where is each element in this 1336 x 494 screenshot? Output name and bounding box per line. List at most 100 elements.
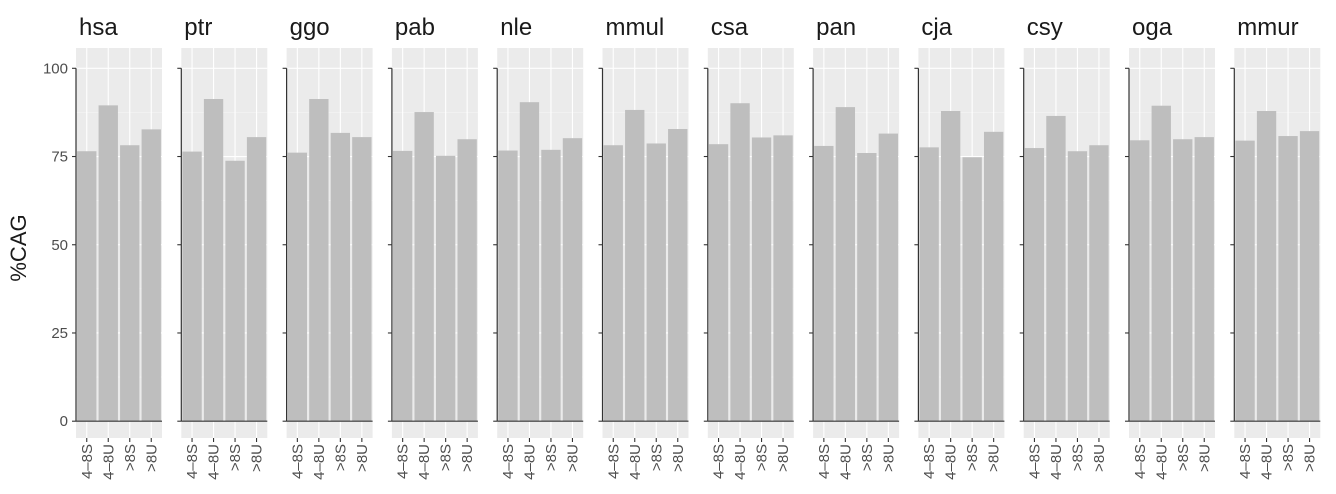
bar-ggo-3 — [352, 137, 372, 422]
x-tick-label: 4–8U — [1048, 444, 1065, 480]
bar-nle-2 — [541, 149, 561, 422]
x-tick-label: 4–8S — [184, 444, 201, 479]
bar-mmul-0 — [603, 145, 623, 422]
x-tick-label: 4–8S — [395, 444, 412, 479]
x-tick-label: 4–8S — [816, 444, 833, 479]
bar-nle-3 — [562, 138, 583, 422]
x-tick-label: >8U — [249, 444, 266, 472]
facet-panel-pan: 4–8S 4–8U >8S >8U pan — [809, 14, 900, 480]
bar-mmur-0 — [1235, 140, 1255, 422]
x-tick-label: 4–8S — [1026, 444, 1043, 479]
bar-oga-0 — [1130, 140, 1150, 422]
panel-title: cja — [921, 14, 952, 41]
x-tick-label: >8U — [1302, 444, 1319, 472]
bar-mmur-1 — [1256, 111, 1277, 422]
x-tick-label: 4–8U — [416, 444, 433, 480]
x-tick-label: >8S — [1069, 444, 1086, 471]
x-tick-label: 4–8S — [1237, 444, 1254, 479]
bar-oga-3 — [1194, 137, 1214, 422]
bar-csa-3 — [773, 135, 793, 422]
x-tick-label: 4–8U — [627, 444, 644, 480]
bar-csy-1 — [1046, 115, 1066, 422]
x-tick-label: >8S — [543, 444, 560, 471]
x-tick-label: >8U — [775, 444, 792, 472]
bar-cja-3 — [983, 131, 1004, 422]
bar-hsa-1 — [98, 105, 118, 422]
bar-ptr-3 — [246, 137, 267, 422]
x-tick-label: >8S — [332, 444, 349, 471]
facet-panel-pab: 4–8S 4–8U >8S >8U pab — [387, 14, 478, 480]
x-tick-label: 4–8U — [311, 444, 328, 480]
y-axis-label: %CAG — [6, 214, 31, 281]
bar-hsa-2 — [120, 145, 140, 422]
x-tick-label: >8U — [564, 444, 581, 472]
panel-title: pan — [816, 14, 856, 41]
x-tick-label: >8S — [438, 444, 455, 471]
x-tick-label: >8S — [964, 444, 981, 471]
panel-title: oga — [1132, 14, 1173, 41]
panel-title: hsa — [79, 14, 118, 41]
x-tick-label: >8S — [1280, 444, 1297, 471]
bar-cja-0 — [919, 147, 939, 422]
panel-title: mmur — [1237, 14, 1298, 41]
bar-cja-2 — [962, 157, 982, 422]
bar-csy-2 — [1067, 151, 1088, 422]
x-tick-label: >8U — [986, 444, 1003, 472]
x-tick-label: 4–8S — [1132, 444, 1149, 479]
x-tick-label: >8U — [1196, 444, 1213, 472]
x-tick-label: 4–8S — [605, 444, 622, 479]
y-tick-label: 25 — [51, 325, 68, 342]
x-tick-label: >8S — [648, 444, 665, 471]
bar-pab-1 — [414, 112, 434, 422]
x-tick-label: 4–8U — [100, 444, 117, 480]
x-tick-label: 4–8U — [837, 444, 854, 480]
x-tick-label: >8U — [1091, 444, 1108, 472]
facet-panel-hsa: 0 25 50 75 100 4–8S 4–8U >8S >8U hsa — [43, 14, 162, 480]
bar-mmur-2 — [1278, 136, 1298, 422]
bar-pab-0 — [392, 150, 413, 422]
y-tick-label: 75 — [51, 149, 68, 166]
x-tick-label: 4–8S — [289, 444, 306, 479]
bar-ptr-1 — [203, 99, 224, 422]
facet-panel-mmur: 4–8S 4–8U >8S >8U mmur — [1230, 14, 1321, 480]
panel-title: csy — [1027, 14, 1063, 41]
panel-title: ptr — [184, 14, 212, 41]
facet-panel-csy: 4–8S 4–8U >8S >8U csy — [1019, 14, 1110, 480]
x-tick-label: >8U — [354, 444, 371, 472]
bar-pab-2 — [435, 155, 456, 422]
bar-ggo-0 — [287, 152, 308, 422]
x-tick-label: >8S — [122, 444, 139, 471]
panel-title: csa — [711, 14, 749, 41]
bar-csa-1 — [730, 103, 750, 422]
bar-mmul-1 — [625, 109, 645, 422]
bar-mmul-3 — [668, 128, 688, 422]
panel-title: nle — [500, 14, 532, 41]
facet-panel-nle: 4–8S 4–8U >8S >8U nle — [493, 14, 584, 480]
facet-panel-mmul: 4–8S 4–8U >8S >8U mmul — [598, 14, 689, 480]
x-tick-label: >8U — [880, 444, 897, 472]
x-tick-label: >8S — [859, 444, 876, 471]
x-tick-label: >8S — [1175, 444, 1192, 471]
x-tick-label: 4–8U — [521, 444, 538, 480]
bar-hsa-0 — [77, 151, 97, 422]
facet-panel-cja: 4–8S 4–8U >8S >8U cja — [914, 14, 1005, 480]
bar-csa-2 — [751, 137, 772, 422]
bar-pan-0 — [814, 145, 834, 422]
x-tick-label: 4–8S — [711, 444, 728, 479]
facet-panel-oga: 4–8S 4–8U >8S >8U oga — [1125, 14, 1215, 480]
bar-oga-1 — [1151, 105, 1171, 422]
x-tick-label: 4–8U — [943, 444, 960, 480]
bar-csy-0 — [1024, 148, 1045, 422]
bar-nle-0 — [498, 150, 518, 422]
panel-title: pab — [395, 14, 435, 41]
bar-pan-3 — [878, 133, 899, 422]
bar-ptr-0 — [182, 151, 202, 422]
bar-nle-1 — [519, 102, 540, 422]
x-tick-label: >8S — [754, 444, 771, 471]
x-tick-label: 4–8S — [79, 444, 96, 479]
bar-ggo-2 — [330, 132, 351, 422]
facet-panel-ptr: 4–8S 4–8U >8S >8U ptr — [177, 14, 268, 480]
bar-oga-2 — [1173, 139, 1193, 422]
y-axis-title: %CAG — [6, 214, 31, 281]
